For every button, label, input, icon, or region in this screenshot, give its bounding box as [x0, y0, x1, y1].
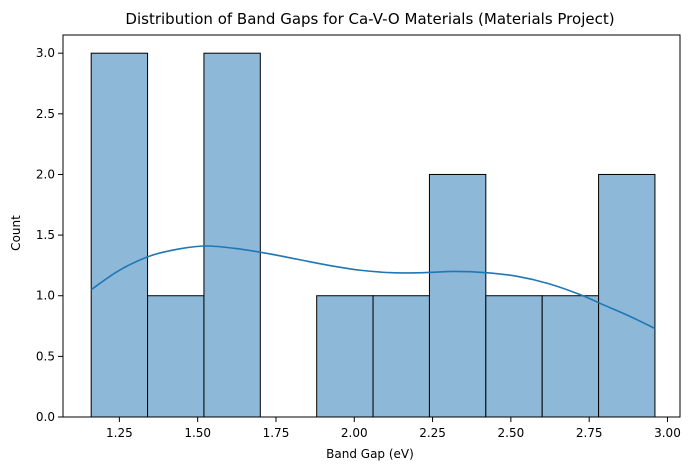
y-tick-label: 3.0 — [36, 46, 55, 60]
plot-frame — [62, 34, 681, 418]
x-tick-label: 2.00 — [341, 426, 368, 440]
y-tick-label: 1.0 — [36, 289, 55, 303]
histogram-bar-10 — [598, 173, 656, 418]
kde-curve — [90, 245, 656, 330]
chart-title: Distribution of Band Gaps for Ca-V-O Mat… — [125, 10, 614, 28]
histogram-bar-6 — [372, 295, 430, 418]
histogram-bar-3 — [203, 52, 261, 418]
y-tick-label: 1.5 — [36, 228, 55, 242]
x-tick-label: 2.75 — [576, 426, 603, 440]
y-tick-label: 0.5 — [36, 349, 55, 363]
histogram-bar-2 — [147, 295, 205, 418]
histogram-bars — [90, 52, 656, 418]
x-tick-label: 2.50 — [498, 426, 525, 440]
histogram-bar-7 — [428, 173, 487, 418]
y-tick-label: 2.5 — [36, 107, 55, 121]
histogram-bar-1 — [90, 52, 149, 418]
y-axis-ticks: 0.0 0.5 1.0 1.5 2.0 2.5 3.0 — [36, 46, 63, 424]
histogram-bar-5 — [316, 295, 374, 418]
histogram-bar-9 — [541, 295, 600, 418]
x-axis-ticks: 1.25 1.50 1.75 2.00 2.25 2.50 2.75 3.00 — [106, 417, 681, 440]
x-tick-label: 1.50 — [184, 426, 211, 440]
x-tick-label: 3.00 — [654, 426, 681, 440]
x-tick-label: 2.25 — [419, 426, 446, 440]
x-tick-label: 1.75 — [263, 426, 290, 440]
y-tick-label: 2.0 — [36, 167, 55, 181]
histogram-bar-8 — [485, 295, 543, 418]
y-axis-label: Count — [9, 215, 23, 251]
x-axis-label: Band Gap (eV) — [326, 447, 414, 461]
x-tick-label: 1.25 — [106, 426, 133, 440]
y-tick-label: 0.0 — [36, 410, 55, 424]
